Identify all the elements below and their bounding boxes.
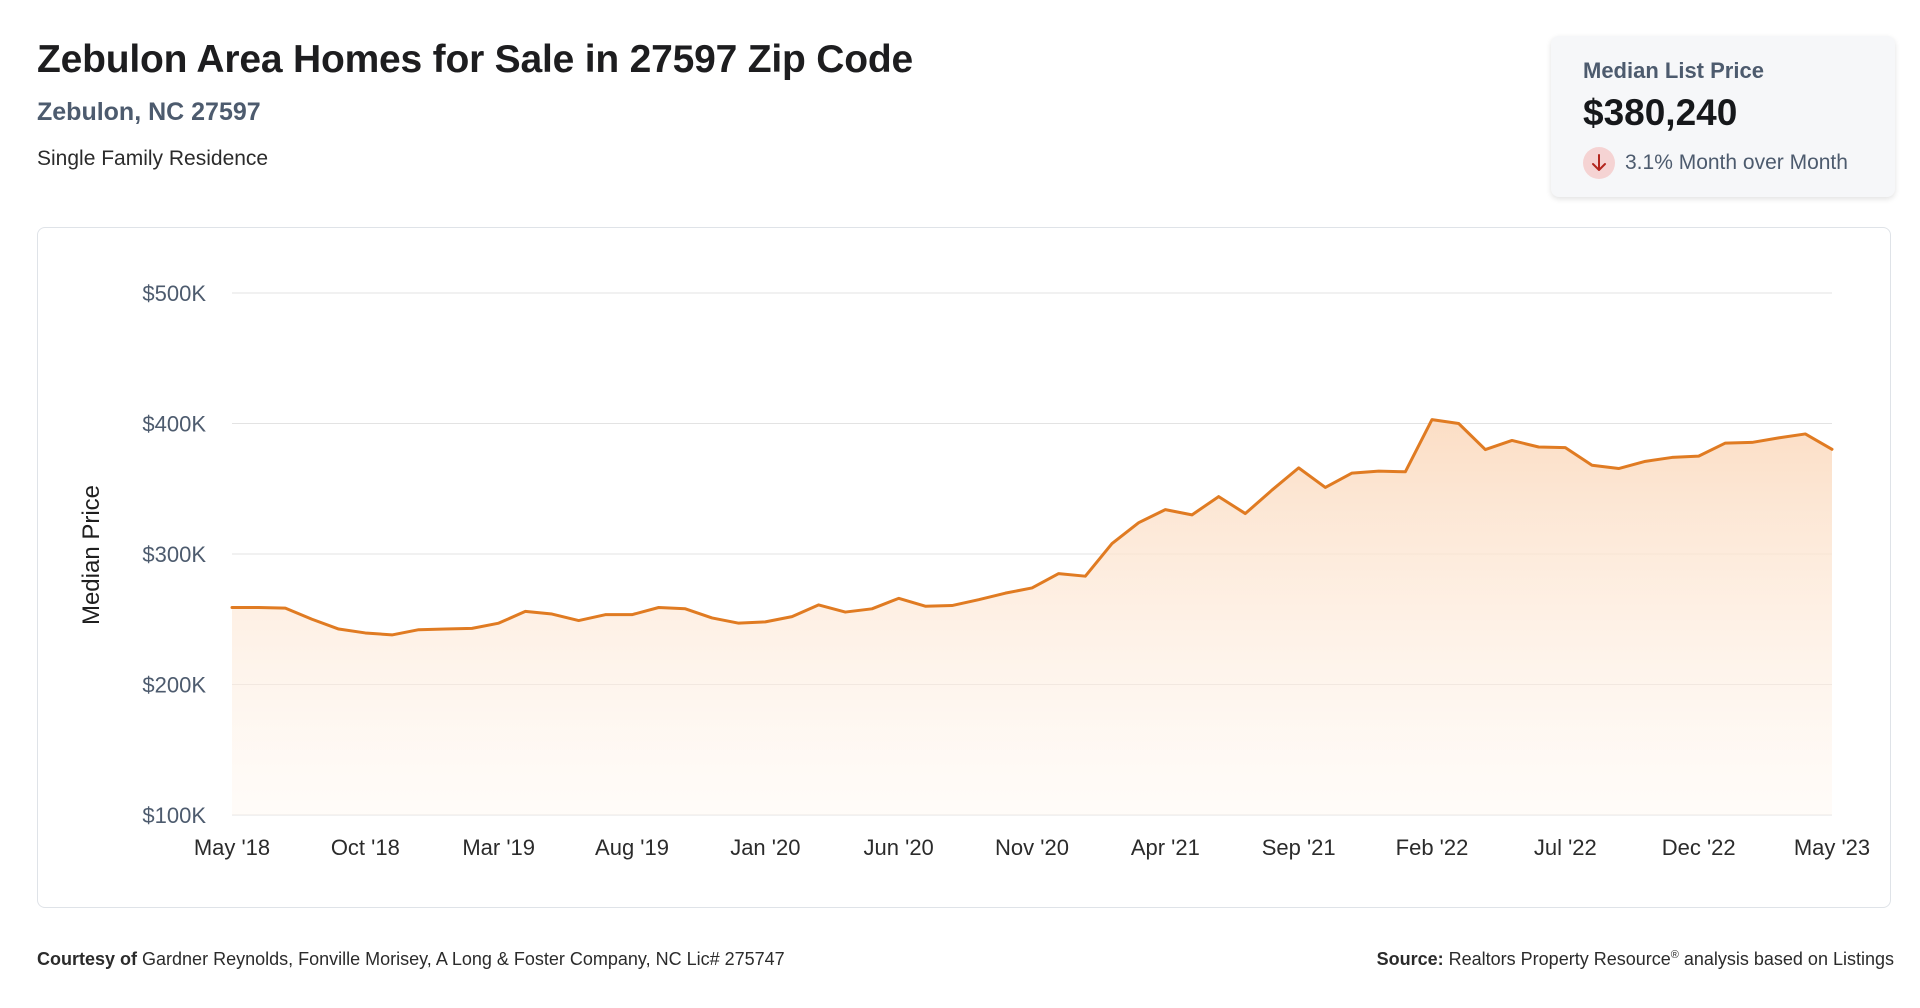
location-subtitle: Zebulon, NC 27597 bbox=[37, 98, 261, 126]
x-tick-label: Feb '22 bbox=[1396, 835, 1469, 860]
x-tick-label: May '18 bbox=[194, 835, 270, 860]
y-tick-label: $300K bbox=[142, 542, 206, 567]
x-tick-label: Jan '20 bbox=[730, 835, 800, 860]
registered-mark: ® bbox=[1670, 949, 1679, 961]
y-tick-label: $400K bbox=[142, 412, 206, 437]
median-price-chart: $100K $200K $300K $400K $500K May '18 Oct '18 M… bbox=[78, 281, 1870, 860]
median-price-line bbox=[230, 418, 1834, 637]
chart-panel: $100K $200K $300K $400K $500K May '18 Oct '18 M… bbox=[37, 227, 1891, 908]
stat-label: Median List Price bbox=[1583, 58, 1764, 83]
price-area-fill bbox=[232, 419, 1832, 815]
source-footer: Source: Realtors Property Resource® anal… bbox=[1377, 949, 1894, 970]
y-axis-label: Median Price bbox=[78, 485, 105, 625]
x-tick-label: Aug '19 bbox=[595, 835, 669, 860]
x-tick-label: Oct '18 bbox=[331, 835, 400, 860]
courtesy-text: Gardner Reynolds, Fonville Morisey, A Lo… bbox=[142, 949, 785, 969]
x-tick-label: Apr '21 bbox=[1131, 835, 1200, 860]
source-label: Source: bbox=[1376, 949, 1444, 969]
stat-change-text: 3.1% Month over Month bbox=[1625, 151, 1848, 174]
arrow-down-icon bbox=[1583, 147, 1615, 179]
y-tick-label: $500K bbox=[142, 281, 206, 306]
y-tick-label: $200K bbox=[142, 673, 206, 698]
median-list-price-card: Median List Price $380,240 3.1% Month ov… bbox=[1551, 36, 1895, 197]
x-tick-label: Nov '20 bbox=[995, 835, 1069, 860]
x-tick-label: May '23 bbox=[1794, 835, 1870, 860]
x-tick-label: Mar '19 bbox=[462, 835, 535, 860]
stat-change: 3.1% Month over Month bbox=[1583, 147, 1848, 179]
stat-value: $380,240 bbox=[1583, 92, 1738, 133]
source-name: Realtors Property Resource bbox=[1448, 949, 1671, 969]
x-tick-label: Sep '21 bbox=[1262, 835, 1336, 860]
y-tick-label: $100K bbox=[142, 803, 206, 828]
x-tick-label: Dec '22 bbox=[1662, 835, 1736, 860]
property-type-label: Single Family Residence bbox=[37, 147, 269, 170]
x-tick-label: Jul '22 bbox=[1534, 835, 1597, 860]
source-text: analysis based on Listings bbox=[1683, 949, 1894, 969]
courtesy-label: Courtesy of bbox=[37, 949, 138, 969]
page-title: Zebulon Area Homes for Sale in 27597 Zip… bbox=[37, 38, 913, 81]
x-tick-label: Jun '20 bbox=[864, 835, 934, 860]
courtesy-footer: Courtesy of Gardner Reynolds, Fonville M… bbox=[37, 949, 785, 970]
